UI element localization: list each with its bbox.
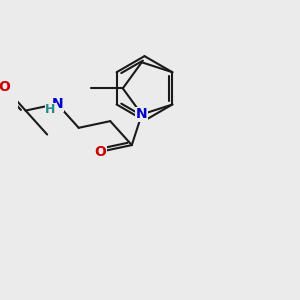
Text: O: O bbox=[94, 145, 106, 159]
Text: O: O bbox=[0, 80, 10, 94]
Text: H: H bbox=[45, 103, 56, 116]
Text: N: N bbox=[136, 107, 148, 122]
Text: N: N bbox=[51, 97, 63, 111]
